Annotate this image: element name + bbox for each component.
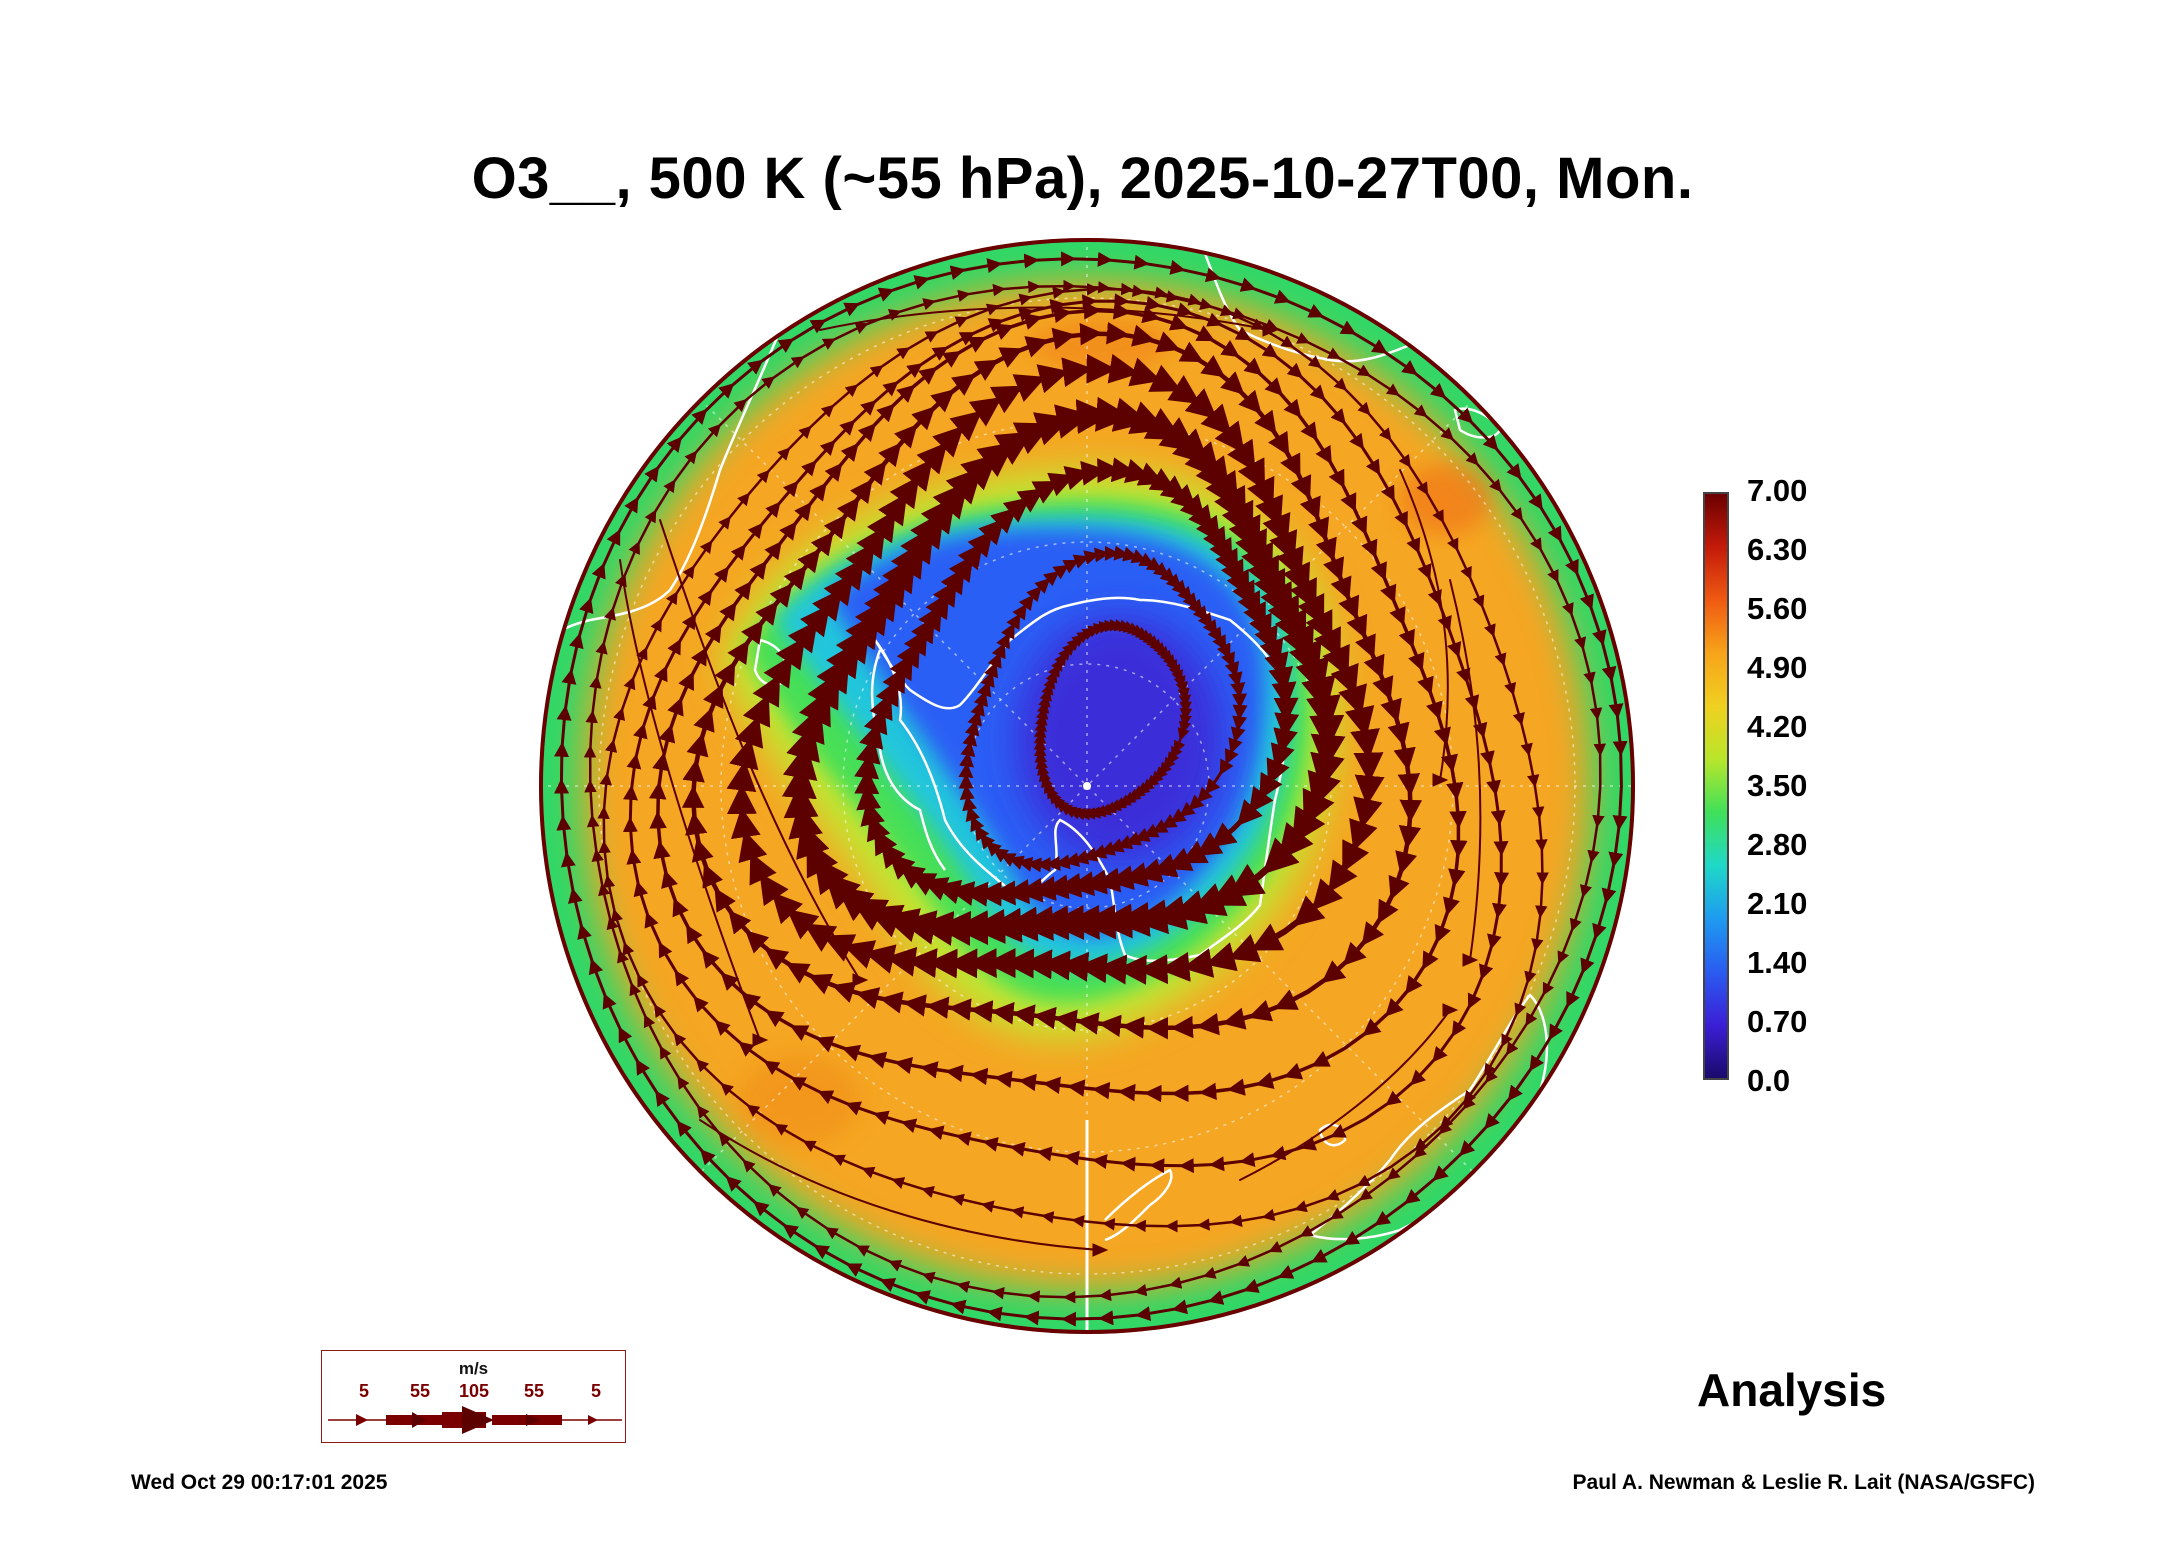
analysis-label: Analysis (1697, 1364, 1887, 1416)
colorbar (1703, 492, 1729, 1080)
credit-line: Paul A. Newman & Leslie R. Lait (NASA/GS… (1572, 1471, 2035, 1494)
streamline-arrowhead (752, 1033, 769, 1047)
colorbar-tick-label: 3.50 (1747, 768, 1808, 803)
colorbar-tick-label: 4.20 (1747, 709, 1808, 744)
legend-label: 55 (409, 1381, 431, 1401)
wind-streamlines (554, 251, 1628, 1327)
legend-label: 55 (523, 1381, 545, 1401)
colorbar-tick-label: 2.10 (1747, 886, 1808, 921)
map-border (539, 238, 1635, 1334)
streamline (1239, 1009, 1451, 1181)
streamline (554, 251, 1628, 1327)
legend-label: 105 (458, 1381, 490, 1401)
colorbar-tick-label: 1.40 (1747, 945, 1808, 980)
legend-arrowhead (526, 1414, 540, 1426)
high-ozone-patch-2 (1030, 320, 1170, 370)
legend-arrowhead (462, 1406, 494, 1434)
streamline-arrowhead (1092, 1243, 1109, 1257)
streamline (1399, 469, 1449, 781)
streamline (659, 519, 861, 981)
streamline-arrowhead (1462, 953, 1479, 967)
colorbar-tick-label: 0.0 (1747, 1063, 1791, 1098)
colorbar-tick-label: 6.30 (1747, 532, 1808, 567)
legend-arrowhead (412, 1412, 426, 1428)
colorbar-tick-label: 2.80 (1747, 827, 1808, 862)
wind-speed-legend: m/s 5 55 105 55 5 (321, 1350, 626, 1443)
legend-label: 5 (590, 1381, 602, 1401)
streamline-arrowhead (1432, 773, 1449, 787)
legend-label: 5 (358, 1381, 370, 1401)
legend-unit: m/s (458, 1359, 489, 1378)
plot-title: O3__, 500 K (~55 hPa), 2025-10-27T00, Mo… (471, 146, 1694, 211)
streamline (819, 306, 1271, 331)
legend-arrowhead (588, 1415, 598, 1425)
streamline (619, 559, 761, 1041)
streamline-arrowhead (1262, 323, 1279, 337)
legend-arrowhead (356, 1414, 368, 1426)
streamline-arrowhead (1442, 1003, 1459, 1017)
south-pole-marker (1083, 782, 1091, 790)
colorbar-tick-label: 5.60 (1747, 591, 1808, 626)
legend-arrow-graphic (328, 1406, 622, 1434)
streamline-arrowhead (852, 973, 869, 987)
colorbar-tick-label: 0.70 (1747, 1004, 1808, 1039)
timestamp: Wed Oct 29 00:17:01 2025 (131, 1471, 388, 1494)
streamline (1449, 579, 1482, 961)
streamline (699, 1119, 1101, 1251)
colorbar-tick-label: 7.00 (1747, 473, 1808, 508)
colorbar-tick-label: 4.90 (1747, 650, 1808, 685)
